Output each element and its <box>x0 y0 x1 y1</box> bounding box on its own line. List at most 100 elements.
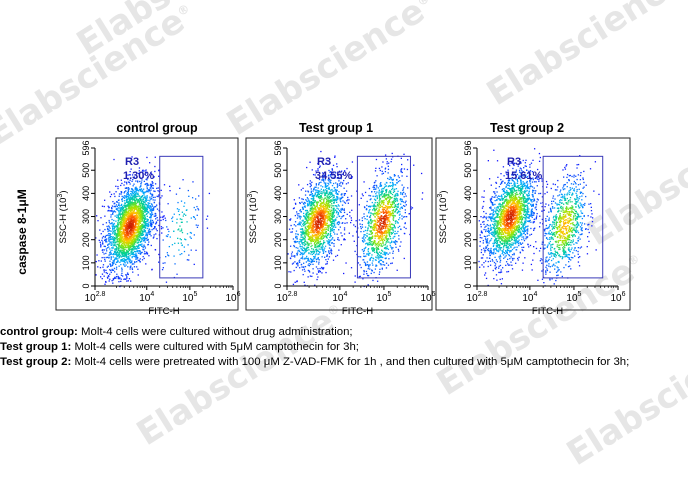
scatter-point <box>370 238 372 240</box>
scatter-point <box>105 240 107 242</box>
scatter-point <box>321 190 323 193</box>
scatter-point <box>169 236 171 238</box>
scatter-point <box>116 225 118 227</box>
scatter-point <box>150 189 152 191</box>
scatter-point <box>335 182 337 184</box>
scatter-point <box>333 177 335 179</box>
scatter-point <box>334 205 336 207</box>
scatter-point <box>121 216 124 218</box>
scatter-point <box>138 228 140 230</box>
scatter-point <box>302 236 304 239</box>
scatter-point <box>136 189 138 192</box>
scatter-point <box>317 234 320 236</box>
scatter-point <box>109 241 111 243</box>
scatter-point <box>309 222 312 224</box>
scatter-point <box>134 261 136 264</box>
scatter-point <box>311 239 313 242</box>
scatter-point <box>316 195 318 198</box>
panel-frame <box>55 137 239 311</box>
scatter-point <box>318 220 320 222</box>
scatter-point <box>314 225 316 228</box>
scatter-point <box>109 210 111 212</box>
scatter-point <box>131 188 133 190</box>
scatter-point <box>142 172 144 174</box>
scatter-point <box>120 226 122 228</box>
scatter-point <box>133 226 136 229</box>
scatter-point <box>127 204 129 207</box>
scatter-point <box>334 209 336 211</box>
scatter-point <box>118 238 120 240</box>
scatter-point <box>142 231 144 234</box>
scatter-point <box>308 203 310 206</box>
scatter-point <box>127 255 129 258</box>
scatter-point <box>388 162 390 164</box>
scatter-point <box>322 186 324 188</box>
scatter-point <box>141 259 144 261</box>
scatter-point <box>318 230 320 232</box>
scatter-point <box>303 252 305 254</box>
scatter-point <box>134 208 137 210</box>
scatter-point <box>132 240 134 242</box>
scatter-point <box>108 275 110 278</box>
scatter-point <box>325 210 327 212</box>
scatter-point <box>331 205 333 207</box>
scatter-point <box>136 226 138 229</box>
scatter-point <box>367 249 369 251</box>
scatter-point <box>127 207 130 210</box>
scatter-point <box>131 202 133 204</box>
scatter-point <box>131 268 134 271</box>
scatter-point <box>145 213 147 216</box>
scatter-point <box>337 204 339 206</box>
scatter-point <box>138 167 141 169</box>
scatter-point <box>321 198 323 201</box>
scatter-point <box>368 225 370 227</box>
scatter-point <box>377 228 379 231</box>
scatter-point <box>323 182 325 184</box>
scatter-point <box>131 196 133 198</box>
scatter-point <box>121 217 124 220</box>
scatter-point <box>313 205 316 207</box>
scatter-point <box>289 245 292 247</box>
scatter-point <box>131 241 134 243</box>
scatter-point <box>132 249 134 251</box>
scatter-point <box>335 255 337 258</box>
scatter-point <box>146 208 149 211</box>
scatter-point <box>316 210 319 212</box>
scatter-point <box>323 235 326 237</box>
scatter-point <box>137 228 140 230</box>
scatter-point <box>296 217 299 219</box>
scatter-point <box>343 187 345 189</box>
scatter-point <box>320 215 322 218</box>
scatter-point <box>192 216 195 218</box>
scatter-point <box>313 258 315 260</box>
scatter-point <box>307 232 309 234</box>
scatter-point <box>126 242 129 244</box>
scatter-point <box>385 191 388 193</box>
scatter-point <box>307 235 309 237</box>
scatter-point <box>132 253 135 256</box>
scatter-point <box>327 215 329 218</box>
scatter-point <box>110 236 113 238</box>
scatter-point <box>137 224 139 226</box>
scatter-point <box>103 271 105 273</box>
scatter-point <box>115 220 117 222</box>
scatter-point <box>131 256 133 259</box>
scatter-point <box>123 231 125 234</box>
scatter-point <box>363 235 365 237</box>
scatter-point <box>108 233 111 235</box>
scatter-point <box>135 180 137 182</box>
scatter-point <box>323 207 325 210</box>
scatter-point <box>322 250 324 252</box>
scatter-point <box>108 246 110 248</box>
scatter-point <box>120 204 123 207</box>
scatter-point <box>122 213 125 215</box>
scatter-point <box>122 232 124 234</box>
scatter-point <box>332 198 334 200</box>
scatter-point <box>378 197 381 199</box>
scatter-point <box>127 253 130 256</box>
scatter-point <box>138 209 140 212</box>
scatter-point <box>118 248 120 250</box>
scatter-point <box>302 207 304 209</box>
scatter-point <box>117 226 119 229</box>
scatter-point <box>112 213 114 215</box>
